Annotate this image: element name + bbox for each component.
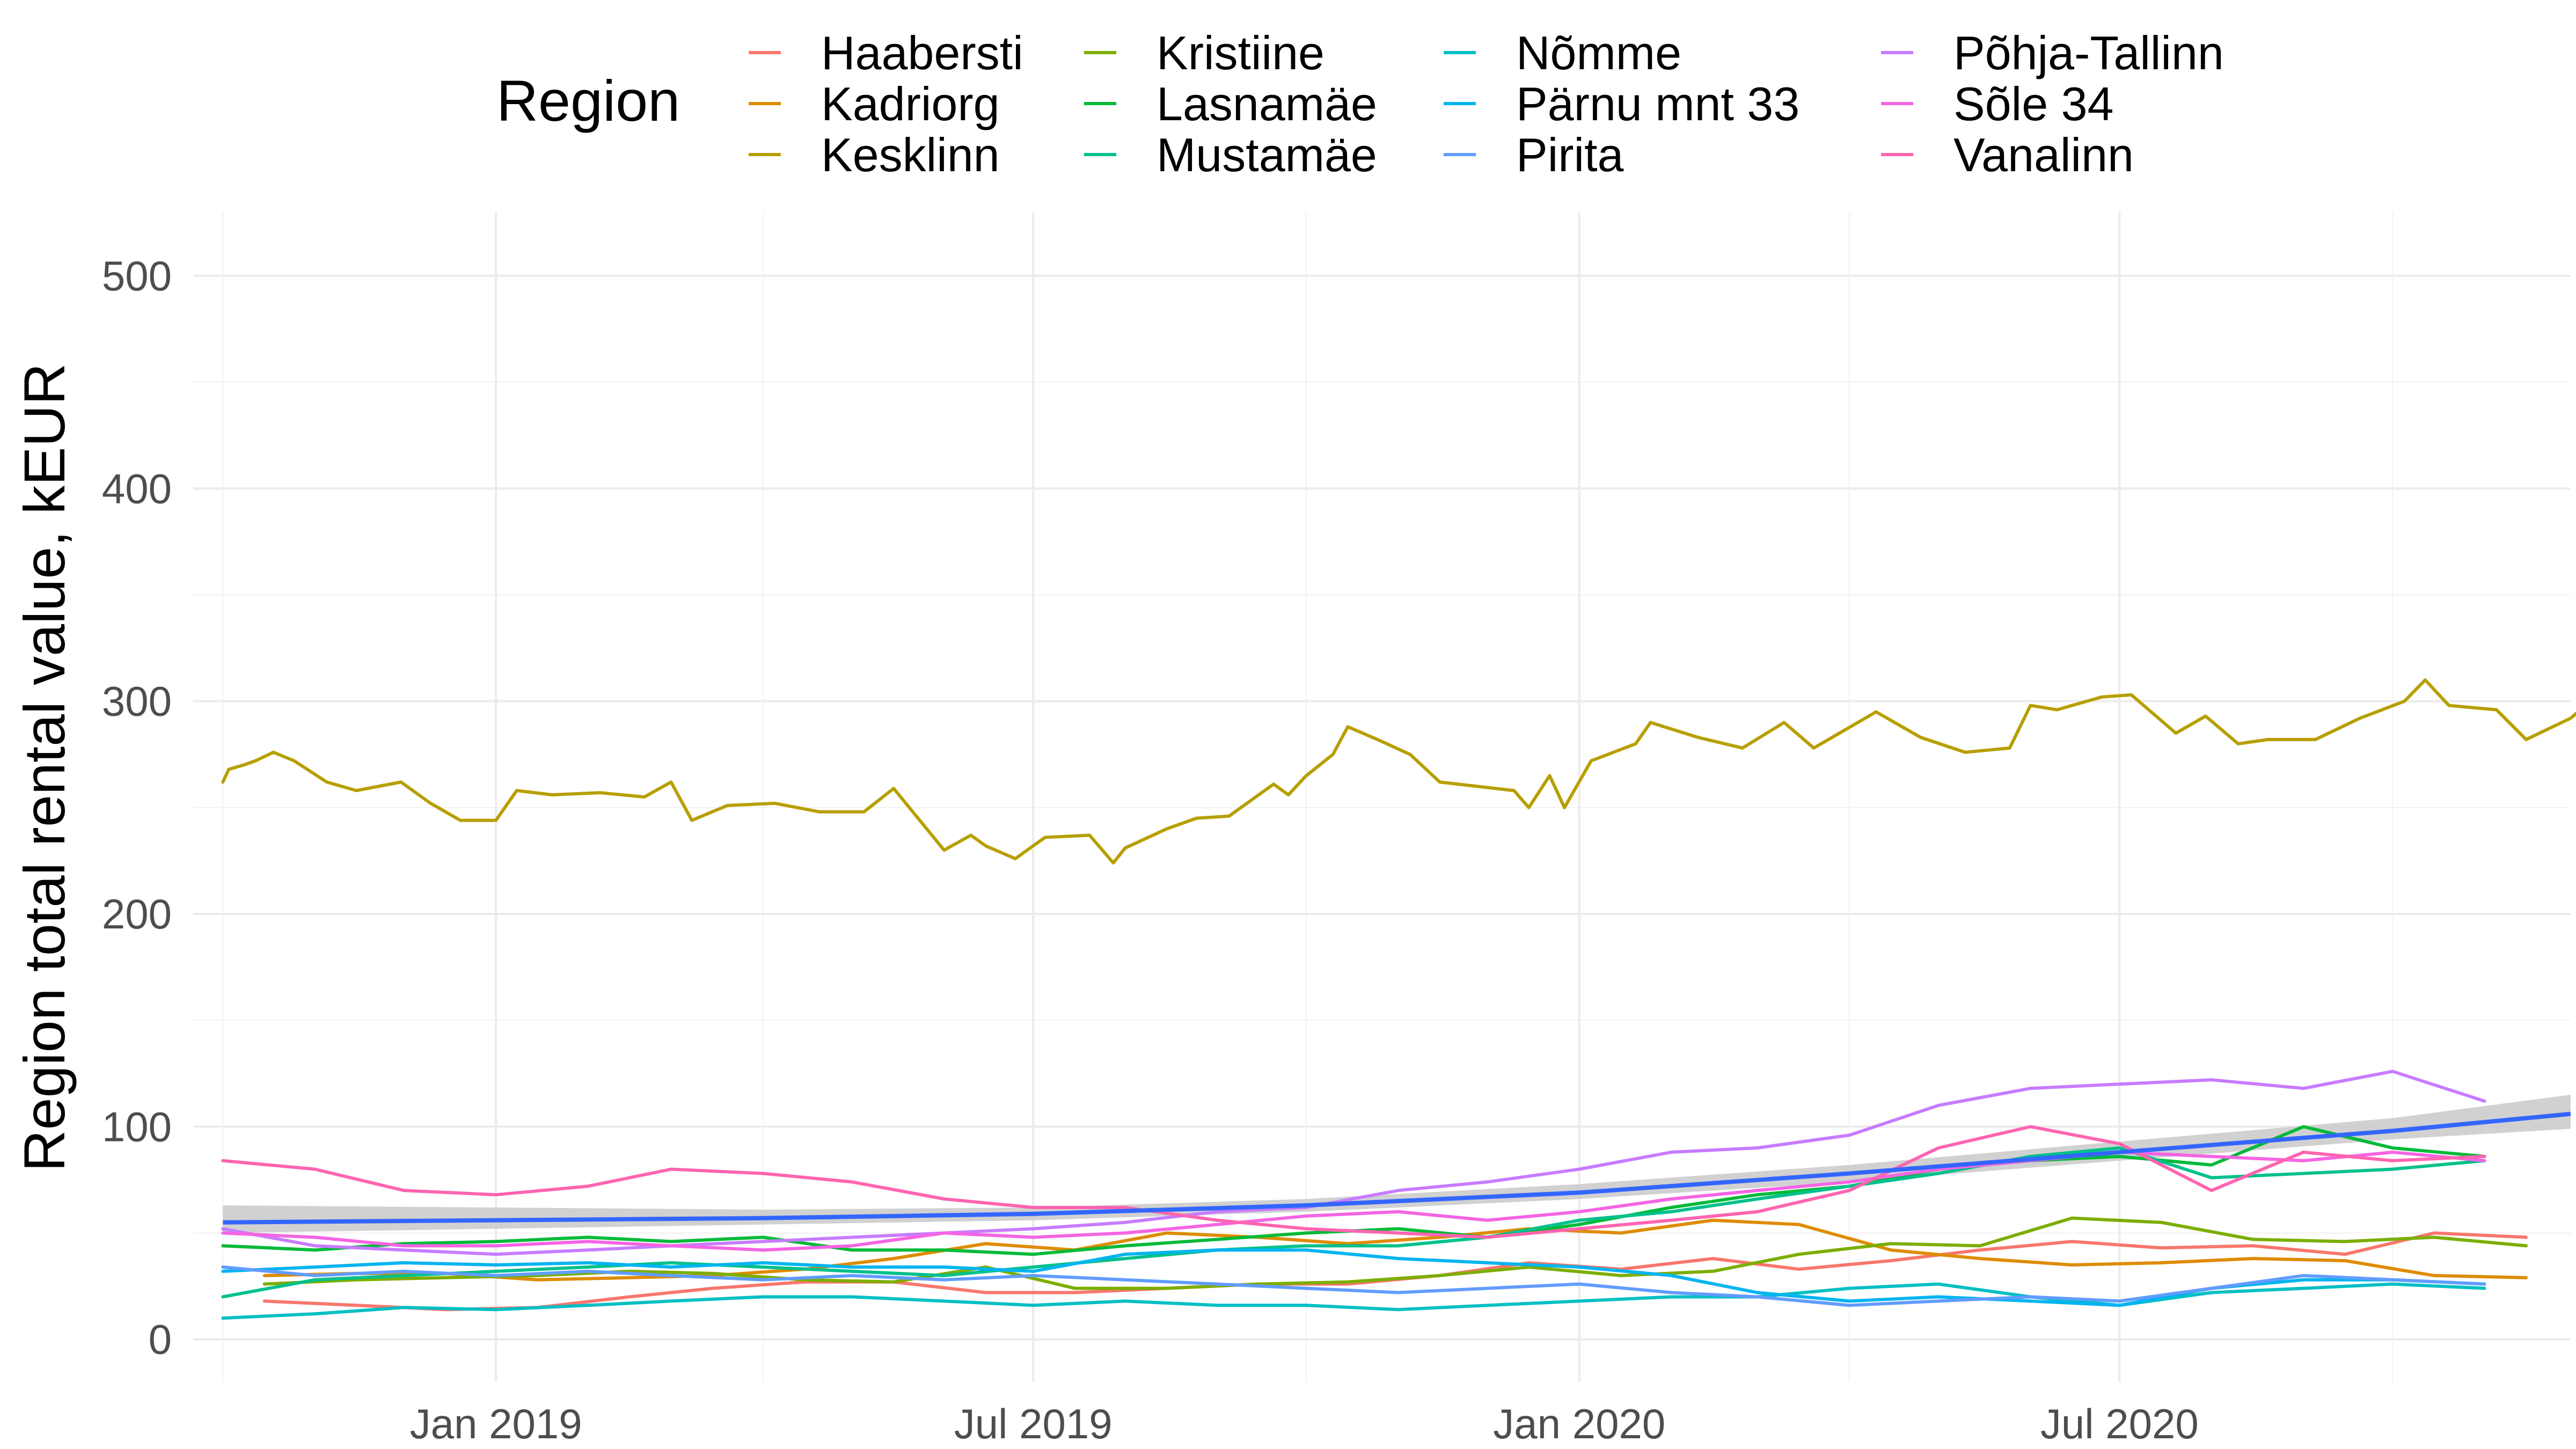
legend-label-kesklinn: Kesklinn — [821, 128, 1000, 181]
series-line-kesklinn — [221, 678, 2576, 865]
y-tick-label: 400 — [102, 465, 172, 512]
legend-label-p-hja-tallinn: Põhja-Tallinn — [1953, 26, 2224, 79]
y-tick-label: 100 — [102, 1103, 172, 1150]
x-tick-label: Jul 2020 — [2040, 1400, 2199, 1447]
x-tick-label: Jan 2020 — [1493, 1400, 1665, 1447]
trend-layer — [223, 1111, 2571, 1225]
y-tick-label: 300 — [102, 678, 172, 725]
x-tick-label: Jul 2019 — [954, 1400, 1113, 1447]
y-tick-label: 200 — [102, 890, 172, 938]
series-line-vanalinn — [221, 1125, 2486, 1239]
series-line-mustam-e — [221, 1146, 2486, 1299]
legend-title: Region — [496, 68, 680, 133]
series-layer — [221, 678, 2576, 1320]
x-tick-label: Jan 2019 — [410, 1400, 582, 1447]
series-line-pirita — [221, 1265, 2486, 1307]
series-line-kristiine — [262, 1216, 2528, 1290]
legend-label-kadriorg: Kadriorg — [821, 77, 1000, 130]
trend-line — [223, 1111, 2571, 1225]
y-tick-label: 500 — [102, 252, 172, 299]
gridlines — [193, 212, 2571, 1382]
legend-label-pirita: Pirita — [1516, 128, 1624, 181]
y-axis-title: Region total rental value, kEUR — [12, 363, 77, 1172]
legend-label-mustam-e: Mustamäe — [1157, 128, 1377, 181]
legend-label-haabersti: Haabersti — [821, 26, 1023, 79]
y-tick-label: 0 — [149, 1316, 172, 1363]
series-line-kadriorg — [262, 1218, 2528, 1282]
legend-label-kristiine: Kristiine — [1157, 26, 1324, 79]
series-line-p-rnu-mnt-33 — [221, 1248, 2486, 1307]
legend-label-lasnam-e: Lasnamäe — [1157, 77, 1377, 130]
legend-label-p-rnu-mnt-33: Pärnu mnt 33 — [1516, 77, 1799, 130]
series-line-p-hja-tallinn — [221, 1070, 2486, 1256]
y-axis-ticks: 0 100 200 300 400 500 — [102, 252, 172, 1363]
legend-label-vanalinn: Vanalinn — [1953, 128, 2134, 181]
legend-label-s-le-34: Sõle 34 — [1953, 77, 2113, 130]
legend-label-n-mme: Nõmme — [1516, 26, 1681, 79]
x-axis-ticks: Jan 2019 Jul 2019 Jan 2020 Jul 2020 — [410, 1400, 2199, 1447]
